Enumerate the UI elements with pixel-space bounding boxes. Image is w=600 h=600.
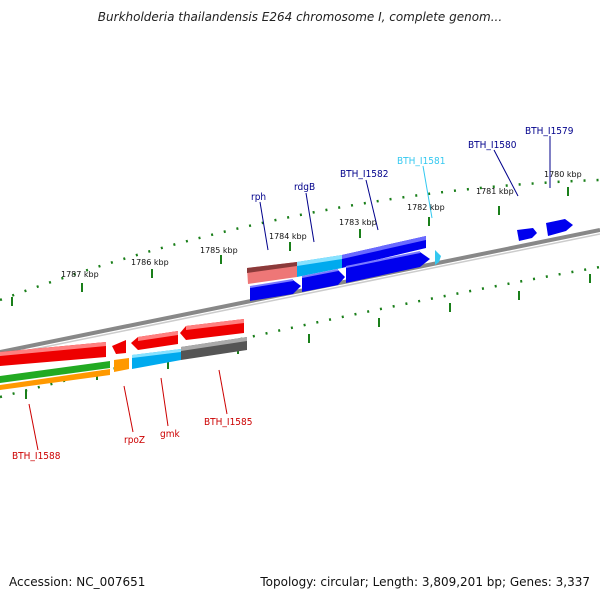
leader-rph — [259, 201, 269, 251]
gene-BTH_I1580[interactable] — [517, 228, 537, 241]
scale-label-1787: 1787 kbp — [61, 270, 99, 279]
scale-labels: 1787 kbp 1786 kbp 1785 kbp 1784 kbp 1783… — [61, 170, 582, 279]
leader-gmk — [160, 377, 169, 427]
gene-label-BTH_I1579[interactable]: BTH_I1579 — [525, 126, 574, 137]
forward-row2-highlight — [249, 251, 421, 288]
gene-label-rdgB[interactable]: rdgB — [294, 182, 315, 193]
gene-rdgB-cyan-top — [297, 255, 342, 266]
gene-green-track[interactable] — [0, 361, 110, 383]
upper-tick-row — [0, 178, 600, 306]
scale-label-1782: 1782 kbp — [407, 203, 445, 212]
gene-BTH_I1579[interactable] — [546, 219, 573, 236]
leader-BTH_I1582 — [365, 179, 379, 231]
scale-label-1783: 1783 kbp — [339, 218, 377, 227]
map-title: Burkholderia thailandensis E264 chromoso… — [97, 10, 503, 24]
gene-label-gmk[interactable]: gmk — [160, 429, 180, 440]
scale-label-1784: 1784 kbp — [269, 232, 307, 241]
leader-BTH_I1581 — [422, 165, 433, 219]
chromosome-backbone-shadow — [0, 233, 600, 357]
gene-orange-small[interactable] — [114, 358, 129, 372]
gene-cyan-reverse-top — [132, 349, 181, 358]
gene-forward-row2-c[interactable] — [346, 252, 430, 283]
gene-rpoZ[interactable] — [112, 340, 126, 354]
forward-gene-labels: rph rdgB BTH_I1582 BTH_I1581 BTH_I1580 B… — [251, 126, 574, 203]
gene-grey-reverse-top — [181, 337, 247, 351]
label-leaders — [28, 136, 551, 451]
leader-BTH_I1585 — [218, 369, 228, 415]
gene-label-BTH_I1580[interactable]: BTH_I1580 — [468, 140, 517, 151]
gene-BTH_I1588-top — [0, 342, 106, 356]
scale-label-1785: 1785 kbp — [200, 246, 238, 255]
reverse-gene-labels: BTH_I1588 rpoZ gmk BTH_I1585 — [12, 417, 252, 462]
scale-label-1781: 1781 kbp — [476, 187, 514, 196]
gene-label-rpoZ[interactable]: rpoZ — [124, 435, 145, 446]
forward-genes-row2 — [249, 251, 430, 301]
upper-tick-dots — [0, 178, 600, 302]
scale-label-1786: 1786 kbp — [131, 258, 169, 267]
upper-major-ticks — [11, 187, 569, 306]
gene-label-BTH_I1588[interactable]: BTH_I1588 — [12, 451, 61, 462]
gene-rph-salmon-top — [247, 262, 297, 273]
gene-orange-track[interactable] — [0, 369, 110, 390]
gene-BTH_I1585-top — [186, 319, 244, 330]
leader-rpoZ — [123, 385, 134, 433]
scale-label-1780: 1780 kbp — [544, 170, 582, 179]
topology-label: Topology: circular; Length: 3,809,201 bp… — [260, 575, 590, 589]
gene-label-BTH_I1581[interactable]: BTH_I1581 — [397, 156, 445, 167]
chromosome-backbone — [0, 228, 600, 354]
gene-BTH_I1581[interactable] — [435, 250, 441, 265]
gene-label-rph[interactable]: rph — [251, 192, 266, 203]
forward-genes-row1 — [247, 219, 573, 284]
reverse-genes-row1 — [0, 319, 244, 366]
gene-label-BTH_I1585[interactable]: BTH_I1585 — [204, 417, 252, 428]
leader-BTH_I1588 — [28, 403, 39, 451]
gene-gmk-top — [138, 331, 178, 341]
gene-label-BTH_I1582[interactable]: BTH_I1582 — [340, 169, 388, 180]
leader-rdgB — [305, 192, 315, 243]
gene-BTH_I1582-top — [342, 236, 426, 259]
accession-label: Accession: NC_007651 — [9, 575, 146, 589]
reverse-genes-row2 — [0, 337, 247, 390]
leader-BTH_I1580 — [493, 149, 519, 197]
